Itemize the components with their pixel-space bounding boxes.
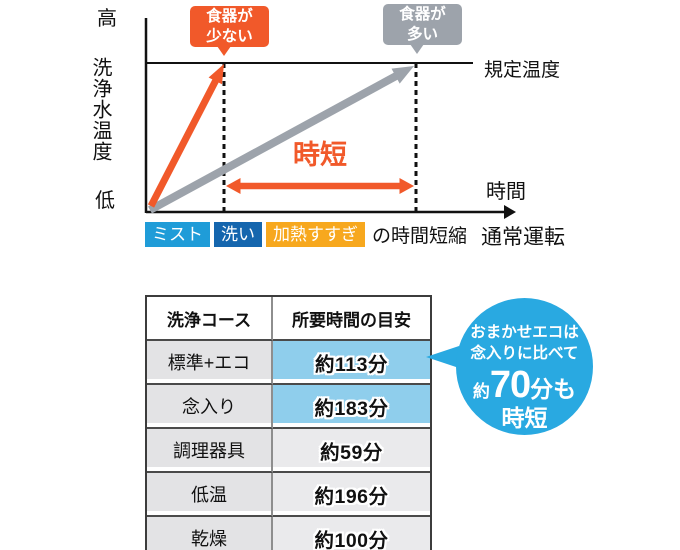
x-axis-label: 時間: [486, 181, 526, 203]
header-course: 洗浄コース: [147, 297, 273, 341]
y-axis-high-label: 高: [97, 8, 117, 30]
many-dishes-callout-tail-icon: [410, 44, 424, 54]
eco-callout-number: 70: [489, 363, 531, 406]
eco-callout-highlight: 約 70 分も: [456, 366, 593, 404]
many-dishes-callout: 食器が 多い: [383, 4, 462, 45]
eco-callout-line1: おまかせエコは: [470, 324, 579, 341]
few-dishes-arrow: [147, 78, 220, 208]
time-cell: 約183分: [273, 385, 430, 429]
few-dishes-arrowhead-icon: [208, 64, 224, 85]
many-dishes-arrow: [148, 71, 399, 214]
course-cell: 調理器具: [147, 429, 273, 473]
legend-chip-mist: ミスト: [145, 222, 210, 247]
eco-callout-tail-icon: [426, 346, 459, 368]
legend: ミスト 洗い 加熱すすぎ の時間短縮: [145, 221, 467, 248]
course-cell: 乾燥: [147, 517, 273, 550]
few-dishes-callout-line1: 食器が: [206, 8, 253, 26]
table-row: 標準+エコ 約113分: [147, 341, 430, 385]
y-axis-title: 洗浄水温度: [89, 57, 111, 162]
few-dishes-callout-line2: 少ない: [206, 27, 253, 45]
legend-chip-wash: 洗い: [214, 222, 262, 247]
time-cell: 約196分: [273, 473, 430, 517]
legend-suffix-text: の時間短縮: [372, 226, 468, 247]
legend-chip-heated-rinse: 加熱すすぎ: [266, 222, 365, 247]
y-axis-low-label: 低: [95, 190, 115, 212]
temperature-time-graph: [144, 18, 516, 219]
eco-callout-line4: 時短: [501, 404, 548, 431]
table-row: 調理器具 約59分: [147, 429, 430, 473]
course-cell: 低温: [147, 473, 273, 517]
table-row: 念入り 約183分: [147, 385, 430, 429]
time-saving-arrowhead-left-icon: [226, 178, 241, 194]
x-axis-arrowhead-icon: [504, 205, 516, 219]
time-cell: 約59分: [273, 429, 430, 473]
few-dishes-callout-tail-icon: [217, 46, 231, 56]
course-cell: 念入り: [147, 385, 273, 429]
many-dishes-callout-line1: 食器が: [399, 6, 446, 24]
table-row: 低温 約196分: [147, 473, 430, 517]
time-saving-arrowhead-right-icon: [399, 178, 414, 194]
normal-operation-label: 通常運転: [481, 226, 565, 249]
course-time-table: 洗浄コース 所要時間の目安 標準+エコ 約113分 念入り 約183分 調理器具…: [145, 295, 432, 550]
time-cell: 約100分: [273, 517, 430, 550]
time-cell: 約113分: [273, 341, 430, 385]
time-saving-label: 時短: [293, 140, 347, 170]
eco-time-saving-callout: おまかせエコは 念入りに比べて 約 70 分も 時短: [456, 298, 593, 435]
threshold-label: 規定温度: [484, 60, 561, 81]
many-dishes-callout-line2: 多い: [406, 25, 438, 43]
table-header-row: 洗浄コース 所要時間の目安: [147, 297, 430, 341]
course-cell: 標準+エコ: [147, 341, 273, 385]
many-dishes-arrowhead-icon: [391, 66, 414, 84]
header-time: 所要時間の目安: [273, 297, 430, 341]
eco-callout-line2: 念入りに比べて: [470, 344, 579, 362]
few-dishes-callout: 食器が 少ない: [190, 6, 269, 47]
eco-callout-prefix: 約: [472, 381, 490, 401]
table-row: 乾燥 約100分: [147, 517, 430, 550]
eco-callout-unit: 分も: [530, 375, 577, 402]
